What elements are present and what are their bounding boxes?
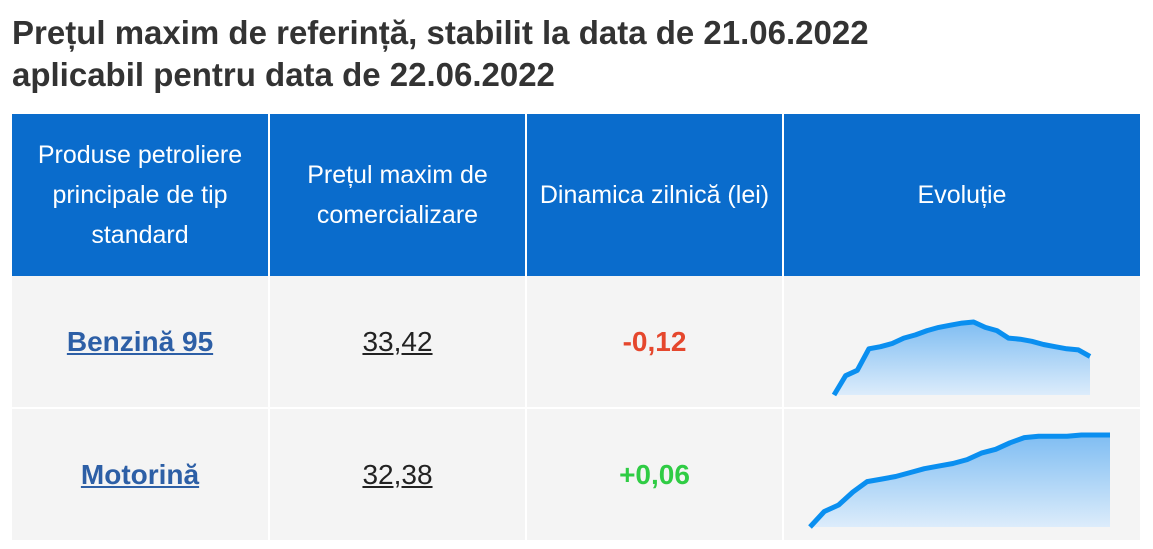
column-header: Prețul maxim de comercializare [270, 114, 527, 276]
trend-cell [784, 409, 1140, 542]
cell: Motorină [12, 409, 270, 542]
trend-line [831, 319, 1092, 397]
title: Prețul maxim de referință, stabilit la d… [12, 12, 1142, 96]
product-link[interactable]: Motorină [80, 458, 200, 490]
cell: +0,06 [527, 409, 784, 542]
trend-area [810, 435, 1110, 527]
cell: 33,42 [270, 276, 527, 409]
trend-area [834, 322, 1090, 395]
title-line: Prețul maxim de referință, stabilit la d… [12, 14, 869, 51]
trend-cell [784, 276, 1140, 409]
title-line: aplicabil pentru data de 22.06.2022 [12, 56, 555, 93]
cell: Benzină 95 [12, 276, 270, 409]
price: 32,38 [362, 458, 433, 490]
sparkline [831, 319, 1092, 397]
change: -0,12 [622, 325, 687, 357]
column-header: Produse petroliere principale de tip sta… [12, 114, 270, 276]
cell: 32,38 [270, 409, 527, 542]
change: +0,06 [619, 458, 690, 490]
price: 33,42 [362, 325, 433, 357]
column-header: Dinamica zilnică (lei) [527, 114, 784, 276]
column-header: Evoluție [784, 114, 1140, 276]
sparkline [808, 432, 1110, 529]
trend-line [808, 432, 1110, 529]
cell: -0,12 [527, 276, 784, 409]
product-link[interactable]: Benzină 95 [66, 325, 214, 357]
